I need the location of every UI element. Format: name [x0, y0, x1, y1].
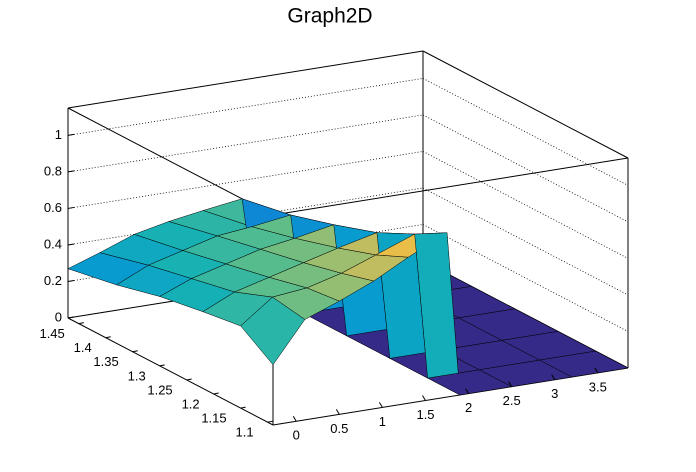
y-tick-label: 1.35	[93, 354, 118, 369]
grid-line	[422, 187, 629, 296]
y-tick	[213, 392, 219, 395]
y-tick	[240, 406, 246, 409]
grid-line	[67, 77, 424, 136]
z-tick-label: 0.2	[44, 273, 62, 288]
grid-line	[422, 114, 629, 223]
y-tick	[105, 336, 111, 339]
y-tick	[186, 378, 192, 381]
x-tick-label: 3	[551, 386, 558, 401]
box-edge	[67, 107, 274, 216]
y-tick-label: 1.45	[39, 326, 64, 341]
grid-line	[67, 114, 424, 173]
x-tick-label: 0	[293, 428, 300, 443]
z-tick-label: 0	[55, 309, 62, 324]
y-tick	[78, 322, 84, 325]
surface-cell	[538, 350, 629, 378]
x-tick-label: 0.5	[330, 421, 348, 436]
x-tick	[422, 395, 426, 401]
y-tick-label: 1.3	[128, 368, 146, 383]
y-tick-label: 1.1	[236, 425, 254, 440]
grid-line	[422, 151, 629, 259]
y-tick-label: 1.15	[201, 411, 226, 426]
z-tick	[67, 206, 75, 209]
box-edge	[272, 157, 629, 216]
z-tick-label: 1	[55, 127, 62, 142]
x-tick-label: 2.5	[503, 393, 521, 408]
y-tick	[159, 364, 165, 367]
x-tick	[594, 367, 599, 374]
box-edge	[422, 50, 629, 159]
x-tick	[335, 409, 340, 415]
z-tick	[67, 316, 75, 319]
grid-line	[422, 224, 629, 332]
box-edge	[67, 50, 424, 109]
y-tick	[132, 350, 138, 353]
y-tick-label: 1.25	[147, 382, 172, 397]
z-tick	[67, 279, 75, 282]
x-tick-label: 3.5	[589, 379, 607, 394]
z-tick	[67, 243, 75, 246]
z-tick-label: 0.4	[44, 236, 62, 251]
x-tick-label: 1	[379, 414, 386, 429]
y-tick	[267, 420, 273, 423]
z-tick	[67, 170, 75, 173]
x-tick	[465, 388, 470, 394]
x-tick	[379, 402, 383, 408]
grid-line	[422, 78, 629, 186]
box-edge	[67, 317, 274, 426]
z-tick	[67, 133, 75, 136]
x-tick-label: 1.5	[416, 407, 434, 422]
y-tick-label: 1.4	[74, 340, 92, 355]
z-tick-label: 0.6	[44, 200, 62, 215]
x-tick-label: 2	[465, 400, 472, 415]
x-tick	[508, 381, 513, 387]
x-tick	[292, 416, 297, 422]
x-tick	[551, 374, 556, 381]
z-tick-label: 0.8	[44, 163, 62, 178]
chart-title: Graph2D	[287, 5, 372, 28]
y-tick-label: 1.2	[182, 396, 200, 411]
